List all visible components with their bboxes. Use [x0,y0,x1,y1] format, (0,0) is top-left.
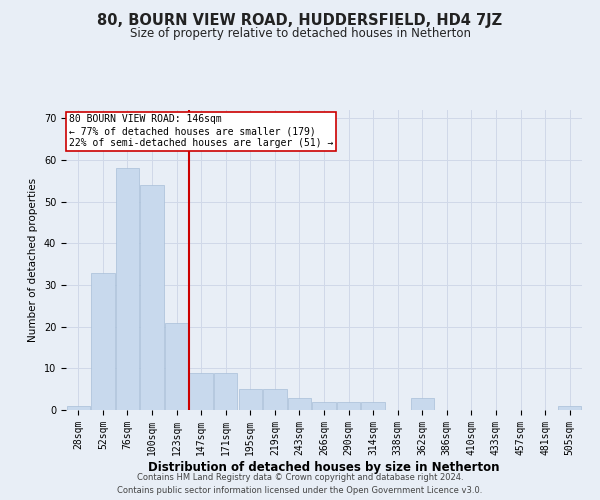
Bar [263,389,287,410]
Bar [91,272,115,410]
Bar [140,185,164,410]
Bar [214,372,238,410]
Bar [67,406,90,410]
Bar [410,398,434,410]
Bar [361,402,385,410]
Bar [313,402,335,410]
Text: Size of property relative to detached houses in Netherton: Size of property relative to detached ho… [130,28,470,40]
Bar [558,406,581,410]
Bar [190,372,213,410]
Text: 80 BOURN VIEW ROAD: 146sqm
← 77% of detached houses are smaller (179)
22% of sem: 80 BOURN VIEW ROAD: 146sqm ← 77% of deta… [68,114,333,148]
Text: 80, BOURN VIEW ROAD, HUDDERSFIELD, HD4 7JZ: 80, BOURN VIEW ROAD, HUDDERSFIELD, HD4 7… [97,12,503,28]
Text: Contains HM Land Registry data © Crown copyright and database right 2024.
Contai: Contains HM Land Registry data © Crown c… [118,474,482,495]
Bar [337,402,360,410]
Bar [239,389,262,410]
X-axis label: Distribution of detached houses by size in Netherton: Distribution of detached houses by size … [148,460,500,473]
Y-axis label: Number of detached properties: Number of detached properties [28,178,38,342]
Bar [288,398,311,410]
Bar [165,322,188,410]
Bar [116,168,139,410]
